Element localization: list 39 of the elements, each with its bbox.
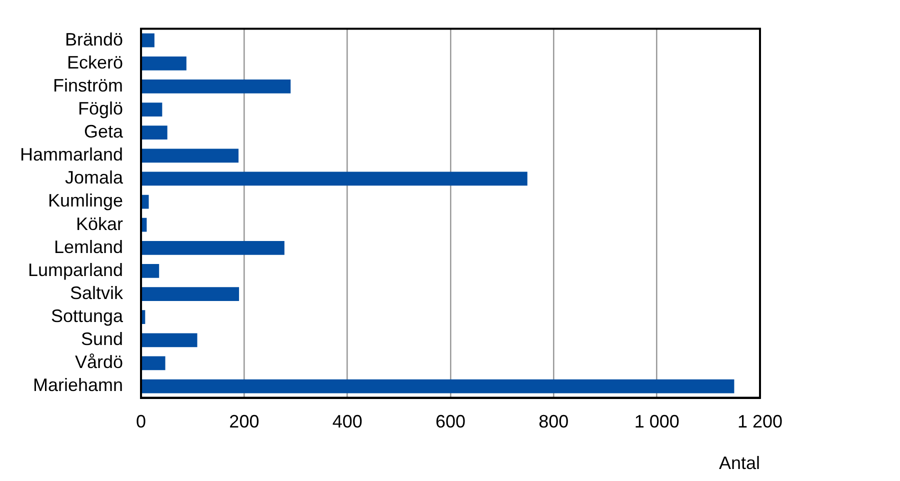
bar bbox=[142, 287, 240, 301]
y-tick-label: Sottunga bbox=[50, 306, 124, 326]
bar bbox=[142, 240, 284, 255]
y-tick-label: Sund bbox=[80, 329, 124, 350]
bar bbox=[142, 264, 160, 278]
bar bbox=[142, 218, 147, 232]
x-tick-label: 1 000 bbox=[634, 412, 680, 432]
y-tick-label: Lumparland bbox=[28, 260, 124, 280]
bar bbox=[142, 148, 239, 163]
y-tick-label: Kökar bbox=[76, 214, 124, 234]
bar bbox=[142, 172, 528, 186]
y-tick-label: Lemland bbox=[54, 236, 124, 257]
bar bbox=[142, 80, 291, 94]
x-axis-title: Antal bbox=[718, 453, 760, 474]
y-tick-label: Vårdö bbox=[74, 352, 124, 372]
y-tick-label: Brändö bbox=[64, 29, 124, 50]
y-tick-label: Saltvik bbox=[70, 282, 124, 303]
y-tick-label: Finström bbox=[53, 75, 124, 96]
y-tick-label: Mariehamn bbox=[32, 375, 124, 396]
bar bbox=[142, 56, 186, 70]
y-tick-label: Eckerö bbox=[67, 52, 124, 72]
y-tick-label: Föglö bbox=[78, 98, 124, 118]
bar bbox=[142, 102, 162, 116]
x-tick-label: 400 bbox=[332, 412, 362, 432]
bar bbox=[142, 194, 149, 209]
y-tick-label: Kumlinge bbox=[48, 190, 124, 211]
x-tick-label: 200 bbox=[229, 412, 260, 432]
y-tick-label: Hammarland bbox=[20, 144, 124, 165]
bar bbox=[142, 356, 166, 370]
x-tick-label: 1 200 bbox=[737, 412, 783, 432]
y-tick-label: Jomala bbox=[65, 168, 124, 188]
x-tick-label: 600 bbox=[435, 412, 466, 432]
x-tick-label: 800 bbox=[538, 412, 569, 432]
bar bbox=[142, 33, 154, 48]
y-tick-label: Geta bbox=[84, 122, 124, 142]
bar bbox=[142, 333, 198, 348]
bar bbox=[142, 379, 734, 394]
bar bbox=[142, 126, 168, 140]
x-tick-label: 0 bbox=[136, 412, 146, 432]
